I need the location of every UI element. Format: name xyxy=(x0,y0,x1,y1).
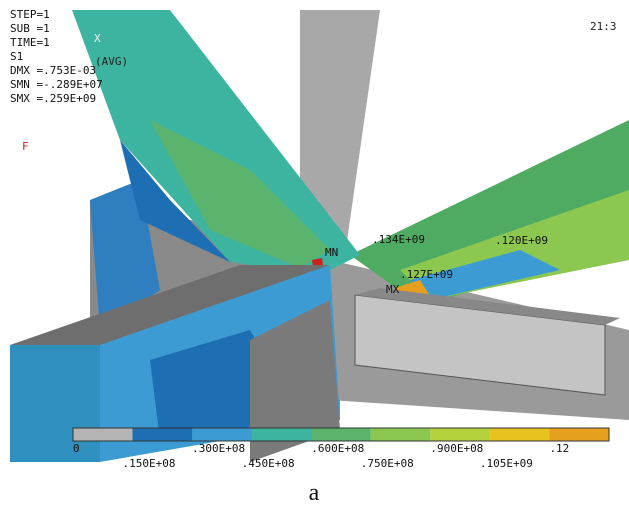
header-line: SMN =-.289E+07 xyxy=(10,78,103,91)
header-line: SUB =1 xyxy=(10,22,50,35)
header-line: STEP=1 xyxy=(10,8,50,21)
caption: a xyxy=(309,480,320,506)
colorbar-label: .300E+08 xyxy=(192,442,245,455)
colorbar-swatch xyxy=(133,428,193,441)
mx-label: MX xyxy=(386,283,400,296)
mn-label: MN xyxy=(325,246,338,259)
flag: F xyxy=(22,140,29,153)
colorbar-label: .150E+08 xyxy=(123,457,176,470)
colorbar-label: .750E+08 xyxy=(361,457,414,470)
colorbar-swatch xyxy=(311,428,371,441)
mn-value: .134E+09 xyxy=(372,233,425,246)
colorbar-label: .900E+08 xyxy=(430,442,483,455)
colorbar-swatch xyxy=(549,428,609,441)
colorbar-swatch xyxy=(252,428,312,441)
right-value: .120E+09 xyxy=(495,234,548,247)
colorbar-label: 0 xyxy=(73,442,80,455)
avg: (AVG) xyxy=(95,55,128,68)
box-face xyxy=(10,345,100,462)
header-line: S1 xyxy=(10,50,23,63)
colorbar-swatch xyxy=(371,428,431,441)
time: 21:3 xyxy=(590,20,617,33)
header-line: SMX =.259E+09 xyxy=(10,92,96,105)
colorbar-label: .105E+09 xyxy=(480,457,533,470)
mx-value: .127E+09 xyxy=(400,268,453,281)
colorbar-swatch xyxy=(192,428,252,441)
colorbar-label: .450E+08 xyxy=(242,457,295,470)
axis-x: X xyxy=(94,32,101,45)
header-line: TIME=1 xyxy=(10,36,50,49)
colorbar-label: .12 xyxy=(549,442,569,455)
header-line: DMX =.753E-03 xyxy=(10,64,96,77)
colorbar-swatch xyxy=(490,428,550,441)
colorbar-label: .600E+08 xyxy=(311,442,364,455)
figure: 0 .300E+08 .600E+08 .900E+08 .12 .150E+08 .450… xyxy=(0,0,629,512)
colorbar-swatch xyxy=(430,428,490,441)
colorbar-swatch xyxy=(73,428,133,441)
